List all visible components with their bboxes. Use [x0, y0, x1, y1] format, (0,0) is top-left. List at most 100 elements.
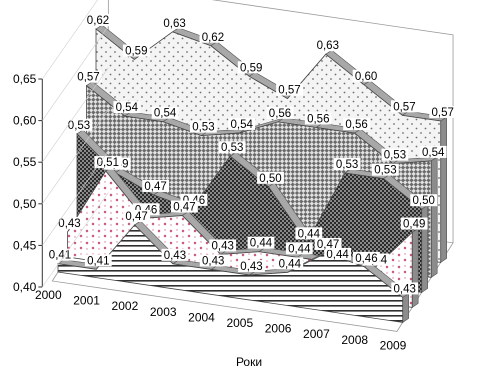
data-label-bg — [123, 209, 150, 222]
data-label: 0,50 — [413, 195, 435, 207]
chart-axes: 0,40 0,45 0,50 0,55 0,60 0,65 2000 2001 2002 2003… — [13, 0, 407, 352]
data-label-bg — [266, 106, 294, 119]
data-label: 0,53 — [192, 122, 214, 134]
data-label-bg — [171, 200, 198, 213]
data-label-bg — [400, 217, 428, 230]
y-tick-label: 0,60 — [13, 114, 37, 128]
data-label-bg — [237, 61, 265, 74]
y-tick-label: 0,50 — [13, 197, 37, 211]
data-label-bg — [199, 30, 227, 43]
data-label: 0,53 — [374, 165, 396, 177]
x-tick-label: 2005 — [226, 316, 253, 330]
data-label: 0,53 — [68, 120, 90, 132]
x-axis-title: Роки — [236, 355, 262, 369]
data-label-bg — [122, 44, 150, 57]
data-label: 0,56 — [345, 119, 367, 131]
data-label-bg — [94, 156, 122, 169]
data-label: 0,63 — [317, 40, 339, 52]
series-end-cap — [411, 227, 419, 308]
data-label-bg — [190, 120, 217, 133]
y-tick-label: 0,45 — [13, 238, 37, 252]
data-label-bg — [324, 247, 351, 260]
data-label: 0,57 — [77, 72, 99, 84]
data-label-bg — [372, 163, 399, 176]
data-label-bg — [199, 254, 227, 267]
data-label: 0,43 — [394, 283, 416, 295]
data-label-bg — [84, 13, 112, 26]
data-label-bg — [161, 16, 188, 29]
data-label-bg — [429, 105, 457, 118]
data-label: 0,54 — [231, 119, 254, 131]
data-label-bg — [65, 118, 93, 131]
x-tick-label: 2001 — [73, 294, 100, 308]
data-label-bg — [391, 282, 419, 295]
data-label-bg — [276, 257, 304, 270]
y-guide — [42, 109, 109, 204]
data-label: 0,44 — [298, 228, 321, 240]
data-label: 0,47 — [144, 181, 166, 193]
data-label-bg — [333, 158, 361, 171]
data-label: 0,44 — [250, 238, 273, 250]
x-tick-label: 2007 — [303, 327, 330, 341]
x-tick-label: 2006 — [265, 322, 292, 336]
y-tick-label: 0,55 — [13, 155, 37, 169]
data-label: 0,53 — [336, 159, 358, 171]
data-label-bg — [151, 106, 179, 119]
data-label: 0,57 — [278, 85, 300, 97]
data-label-bg — [410, 194, 438, 207]
data-label-bg — [75, 70, 102, 83]
data-label: 0,47 — [125, 211, 147, 223]
data-label-bg — [247, 236, 275, 249]
data-label: 0,54 — [154, 108, 177, 120]
series-end-cap — [440, 116, 447, 263]
data-label-bg — [352, 69, 380, 82]
data-label: 0,54 — [422, 147, 445, 159]
series-end-cap — [430, 156, 438, 278]
data-label-bg — [391, 100, 418, 113]
data-label: 0,54 — [116, 102, 139, 114]
data-label-bg — [381, 148, 409, 161]
data-label: 0,60 — [355, 71, 377, 83]
data-label-bg — [257, 171, 284, 184]
data-label: 0,43 — [240, 261, 262, 273]
series-end-cap — [402, 292, 409, 323]
data-label: 0,43 — [58, 218, 80, 230]
data-label-bg — [353, 251, 380, 264]
chart-data-labels: 0,62 0,59 0,63 0,62 0,59 0,57 0,63 0,60 0,57 0,57… — [46, 13, 457, 295]
data-label: 0,63 — [163, 18, 185, 30]
data-label: 0,59 — [125, 46, 147, 58]
data-label: 0,41 — [49, 250, 71, 262]
data-label: 0,62 — [202, 32, 224, 44]
series-front-face — [57, 224, 404, 323]
data-label: 0,50 — [259, 173, 281, 185]
x-tick-label: 2004 — [188, 310, 215, 324]
data-label: 0,46 — [355, 253, 377, 265]
data-label: 0,43 — [202, 255, 224, 267]
data-label: 0,56 — [307, 113, 329, 125]
x-tick-label: 2002 — [112, 299, 139, 313]
x-tick-label: 2000 — [35, 288, 62, 302]
data-label: 0,56 — [269, 108, 291, 120]
y-guide — [42, 25, 109, 121]
data-label-bg — [304, 112, 332, 125]
data-label: 0,59 — [240, 62, 262, 74]
data-label-bg — [84, 254, 112, 267]
data-label-bg — [295, 227, 323, 240]
data-label-bg — [218, 141, 246, 154]
data-label: 0,43 — [164, 250, 186, 262]
y-guide — [42, 150, 109, 246]
data-label: 0,44 — [288, 243, 311, 255]
data-label-bg — [228, 117, 256, 130]
y-tick-label: 0,65 — [13, 72, 37, 86]
data-label-bg — [314, 237, 342, 250]
data-label-bg — [343, 118, 370, 131]
data-label-bg — [419, 145, 447, 158]
data-label-bg — [238, 260, 265, 273]
data-label: 0,62 — [87, 15, 109, 27]
x-tick-label: 2003 — [150, 305, 177, 319]
data-label-bg — [142, 179, 169, 192]
data-label-bg — [161, 248, 189, 261]
data-label: 0,44 — [326, 249, 349, 261]
